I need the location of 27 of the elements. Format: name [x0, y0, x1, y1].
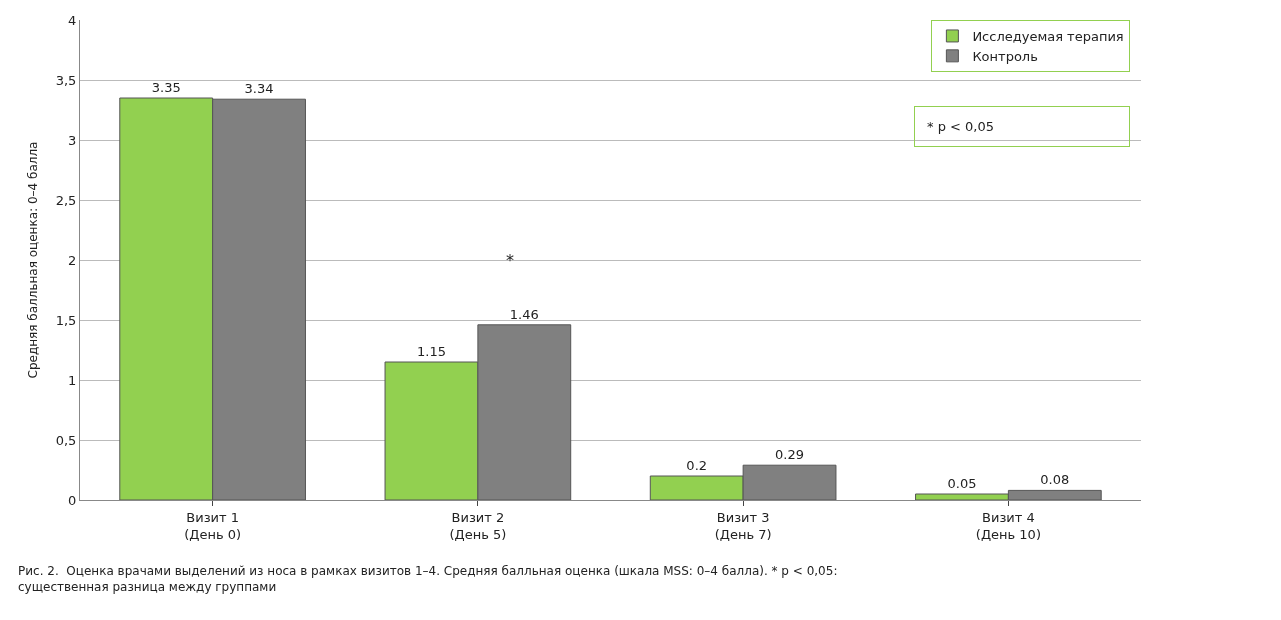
x-tick-label: Визит 4 (День 10): [975, 509, 1041, 542]
data-label: 0.08: [1040, 472, 1070, 488]
data-label: 0.05: [947, 476, 977, 491]
y-tick-label: 1: [68, 372, 77, 388]
legend-label: Исследуемая терапия: [972, 29, 1124, 45]
y-axis-title: Средняя балльная оценка: 0–4 балла: [26, 141, 41, 379]
x-tick-label: Визит 2 (День 5): [449, 509, 507, 542]
y-tick-label: 3: [68, 132, 77, 148]
annotation: * p < 0,05: [927, 119, 994, 134]
y-tick-label: 0,5: [55, 432, 77, 448]
y-tick-label: 3,5: [55, 72, 77, 88]
y-tick-label: 2,5: [55, 192, 77, 208]
data-label: 3.35: [151, 80, 181, 95]
x-tick-label: Визит 1 (День 0): [184, 509, 242, 542]
y-tick-label: 0: [68, 492, 77, 508]
data-label: 0.29: [775, 447, 805, 463]
annotation: *: [506, 251, 514, 270]
y-tick-label: 4: [68, 12, 77, 28]
y-tick-label: 2: [68, 252, 77, 268]
text: Рис. 2. Оценка врачами выделений из носа в рамках визитов 1–4. Средняя балльная оценка (шкала MSS: 0–4 балла). * p < 0,05: существенная разница между группами: [18, 564, 838, 594]
y-tick-label: 1,5: [55, 312, 77, 328]
x-tick-label: Визит 3 (День 7): [714, 509, 772, 542]
data-label: 1.15: [416, 344, 446, 359]
data-label: 0.2: [686, 458, 708, 473]
data-label: 3.34: [244, 81, 274, 97]
legend-label: Контроль: [972, 48, 1038, 64]
data-label: 1.46: [509, 306, 539, 322]
